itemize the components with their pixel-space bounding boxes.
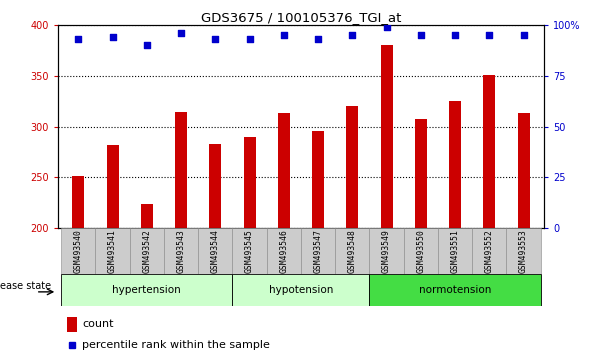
Bar <box>483 75 496 228</box>
Bar <box>381 45 393 228</box>
Text: GSM493553: GSM493553 <box>519 229 528 273</box>
Text: GSM493550: GSM493550 <box>416 229 426 273</box>
Bar <box>278 113 290 228</box>
Text: GSM493542: GSM493542 <box>142 229 151 273</box>
Bar <box>415 119 427 228</box>
Point <box>74 36 83 42</box>
Bar <box>244 137 255 228</box>
Point <box>279 32 289 38</box>
Text: GSM493546: GSM493546 <box>279 229 288 273</box>
Bar <box>506 228 541 274</box>
Bar <box>335 228 370 274</box>
Text: GSM493540: GSM493540 <box>74 229 83 273</box>
Text: GSM493543: GSM493543 <box>176 229 185 273</box>
Point <box>451 32 460 38</box>
Bar <box>232 228 267 274</box>
Text: hypotension: hypotension <box>269 285 333 295</box>
Text: GSM493549: GSM493549 <box>382 229 391 273</box>
Text: GSM493544: GSM493544 <box>211 229 220 273</box>
Text: hypertension: hypertension <box>112 285 181 295</box>
Bar <box>232 274 370 306</box>
Bar <box>61 228 95 274</box>
Bar <box>267 228 301 274</box>
Point <box>485 32 494 38</box>
Title: GDS3675 / 100105376_TGI_at: GDS3675 / 100105376_TGI_at <box>201 11 401 24</box>
Text: GSM493552: GSM493552 <box>485 229 494 273</box>
Bar <box>438 228 472 274</box>
Bar <box>141 204 153 228</box>
Bar <box>370 274 541 306</box>
Bar <box>370 228 404 274</box>
Bar <box>517 113 530 228</box>
Bar <box>130 228 164 274</box>
Point <box>244 36 254 42</box>
Bar <box>472 228 506 274</box>
Point <box>416 32 426 38</box>
Bar <box>449 101 461 228</box>
Bar <box>404 228 438 274</box>
Bar <box>95 228 130 274</box>
Text: GSM493551: GSM493551 <box>451 229 460 273</box>
Bar <box>61 274 232 306</box>
Text: GSM493545: GSM493545 <box>245 229 254 273</box>
Text: normotension: normotension <box>419 285 491 295</box>
Bar <box>164 228 198 274</box>
Bar <box>347 106 358 228</box>
Text: GSM493548: GSM493548 <box>348 229 357 273</box>
Bar <box>301 228 335 274</box>
Point <box>313 36 323 42</box>
Bar <box>175 112 187 228</box>
Bar <box>198 228 232 274</box>
Point <box>210 36 220 42</box>
Bar <box>106 145 119 228</box>
Text: GSM493547: GSM493547 <box>314 229 323 273</box>
Text: percentile rank within the sample: percentile rank within the sample <box>82 339 270 350</box>
Point <box>108 34 117 40</box>
Point <box>348 32 358 38</box>
Point <box>519 32 528 38</box>
Bar <box>72 176 85 228</box>
Point <box>142 42 151 48</box>
Text: GSM493541: GSM493541 <box>108 229 117 273</box>
Text: count: count <box>82 319 114 329</box>
Bar <box>209 144 221 228</box>
Point <box>382 24 392 30</box>
Bar <box>67 316 77 332</box>
Point <box>176 30 186 36</box>
Bar <box>312 131 324 228</box>
Text: disease state: disease state <box>0 280 51 291</box>
